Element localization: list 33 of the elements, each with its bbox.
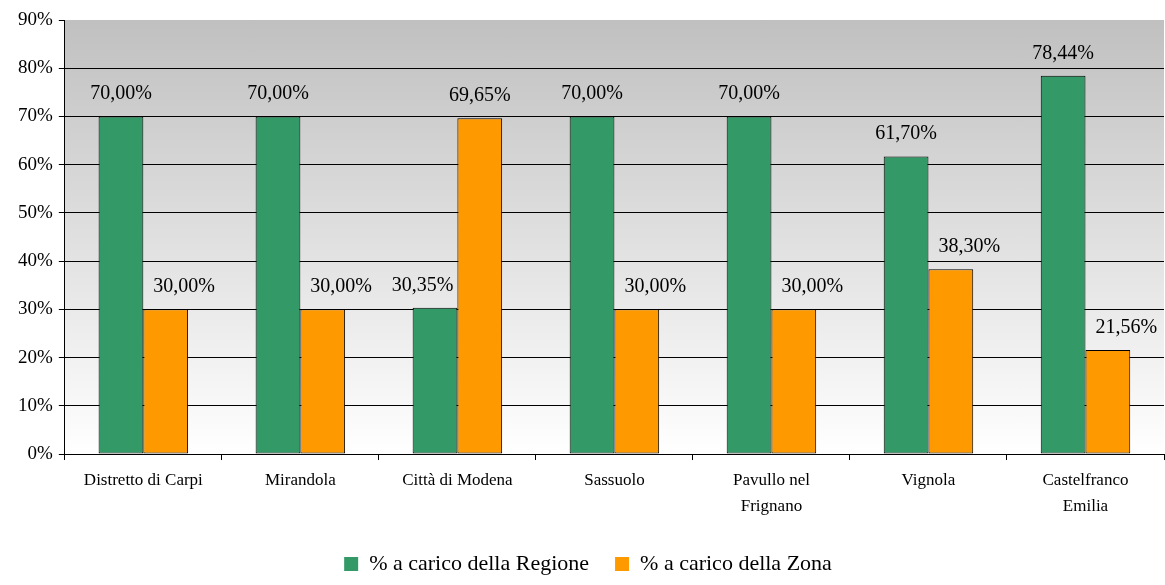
- y-tick-label: 30%: [18, 297, 53, 319]
- legend-label: % a carico della Zona: [640, 549, 833, 575]
- data-label: 70,00%: [90, 81, 152, 104]
- data-label: 30,00%: [310, 274, 373, 297]
- x-tick-label: Distretto di Carpi: [83, 470, 204, 490]
- y-tick-label: 10%: [18, 393, 53, 415]
- x-tick-label: Vignola: [901, 470, 956, 490]
- data-label: 30,35%: [391, 272, 454, 295]
- y-tick-label: 40%: [18, 249, 53, 271]
- data-label: 70,00%: [561, 81, 623, 104]
- y-tick-label: 20%: [18, 345, 53, 367]
- data-label: 30,00%: [624, 274, 687, 297]
- x-tick-label: Pavullo nel Frignano: [732, 470, 811, 515]
- data-label: 78,44%: [1032, 40, 1094, 63]
- y-tick-label: 0%: [27, 441, 53, 463]
- y-tick-label: 90%: [18, 7, 53, 29]
- data-label: 70,00%: [718, 81, 780, 104]
- y-tick-label: 80%: [18, 56, 53, 78]
- x-tick-label: Castelfranco Emilia: [1042, 470, 1129, 515]
- data-label: 61,70%: [875, 121, 937, 144]
- data-label: 30,00%: [153, 274, 216, 297]
- legend-label: % a carico della Regione: [369, 549, 590, 575]
- data-label: 69,65%: [448, 83, 511, 106]
- x-tick-label: Sassuolo: [584, 470, 645, 490]
- x-tick-label: Mirandola: [264, 470, 337, 490]
- y-tick-label: 70%: [18, 104, 53, 126]
- data-label: 21,56%: [1095, 315, 1158, 338]
- x-tick-label: Città di Modena: [402, 470, 514, 490]
- y-tick-label: 50%: [18, 200, 53, 222]
- data-label: 38,30%: [938, 234, 1001, 257]
- data-label: 30,00%: [781, 274, 844, 297]
- data-label: 70,00%: [247, 81, 309, 104]
- y-tick-label: 60%: [18, 152, 53, 174]
